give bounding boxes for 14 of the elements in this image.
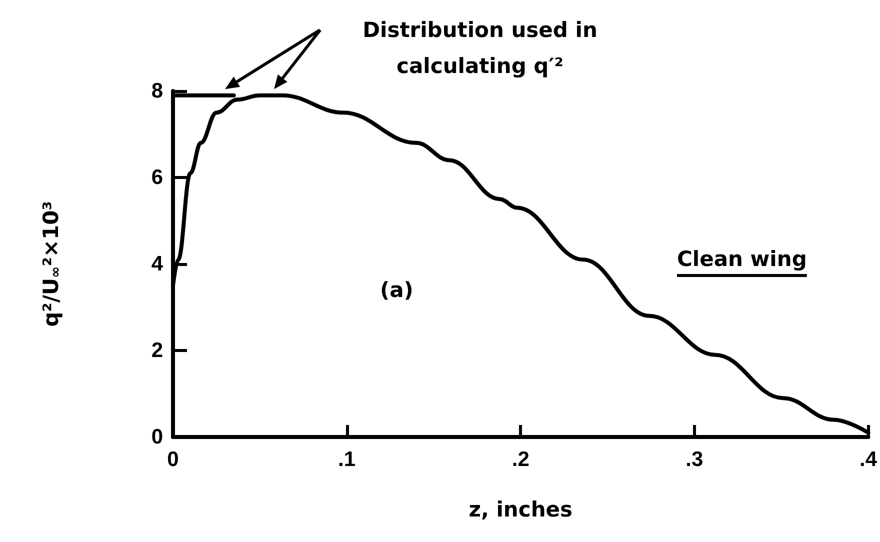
x-tick-label: .4 (859, 448, 878, 471)
y-tick-label: 0 (151, 426, 163, 448)
x-tick-label: .3 (686, 448, 704, 471)
y-tick-label: 6 (151, 166, 163, 189)
x-tick-label: .1 (338, 448, 356, 471)
text: Distribution used in calculating q′² (362, 17, 598, 80)
x-tick-label: .2 (512, 448, 530, 471)
annotation: (a) (380, 278, 414, 302)
y-tick-label: 2 (151, 339, 163, 362)
x-axis-title: z, inches (468, 498, 573, 522)
y-axis-title: q²/U∞²×10³ (39, 201, 64, 327)
y-tick-label: 8 (151, 80, 164, 102)
x-tick-label: 0 (167, 448, 179, 471)
y-tick-label: 4 (151, 252, 164, 276)
